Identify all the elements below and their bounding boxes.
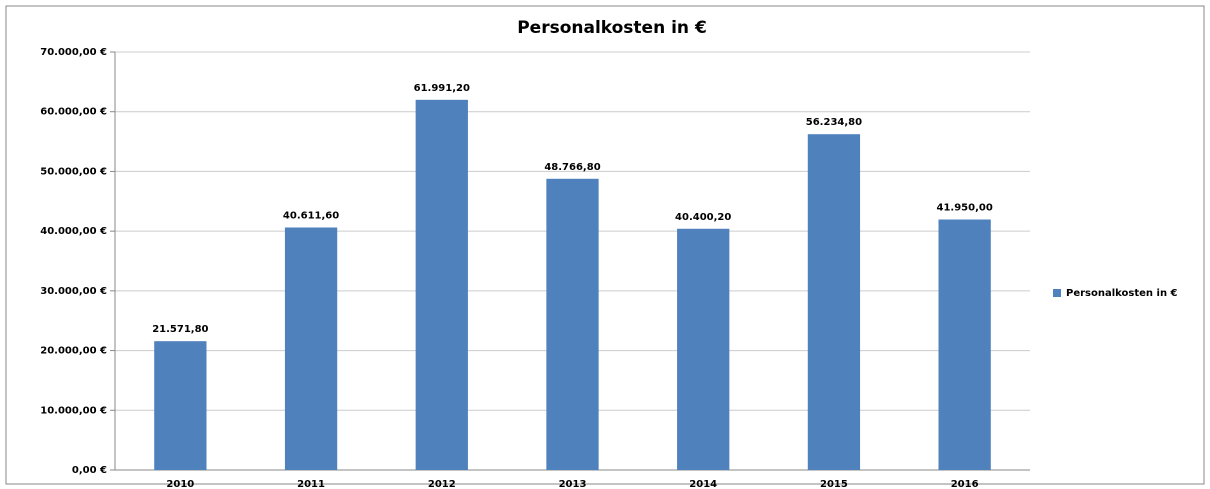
data-label: 41.950,00 [936,202,992,213]
data-label: 40.611,60 [283,210,339,221]
y-tick-label: 60.000,00 € [40,107,107,118]
data-label: 56.234,80 [806,117,862,128]
x-tick-label: 2014 [689,479,717,489]
y-tick-label: 50.000,00 € [40,166,107,177]
bar [807,134,861,470]
bar [284,227,338,470]
legend-label: Personalkosten in € [1066,288,1178,299]
bar [938,219,991,470]
x-tick-label: 2015 [820,479,848,489]
y-tick-label: 20.000,00 € [40,346,107,357]
data-label: 48.766,80 [544,162,600,173]
data-label: 40.400,20 [675,212,731,223]
legend-swatch [1053,289,1061,297]
y-tick-label: 30.000,00 € [40,286,107,297]
bar [415,99,468,470]
y-tick-label: 0,00 € [72,465,107,476]
bar [546,178,599,470]
x-tick-label: 2010 [166,479,194,489]
data-label: 21.571,80 [152,324,208,335]
x-tick-label: 2016 [951,479,979,489]
x-tick-label: 2013 [559,479,587,489]
y-tick-label: 40.000,00 € [40,226,107,237]
y-tick-label: 10.000,00 € [40,405,107,416]
y-tick-label: 70.000,00 € [40,47,107,58]
chart-title: Personalkosten in € [517,18,707,38]
data-label: 61.991,20 [414,83,470,94]
x-tick-label: 2012 [428,479,456,489]
x-tick-label: 2011 [297,479,325,489]
bar [154,341,207,470]
bar [677,228,730,470]
